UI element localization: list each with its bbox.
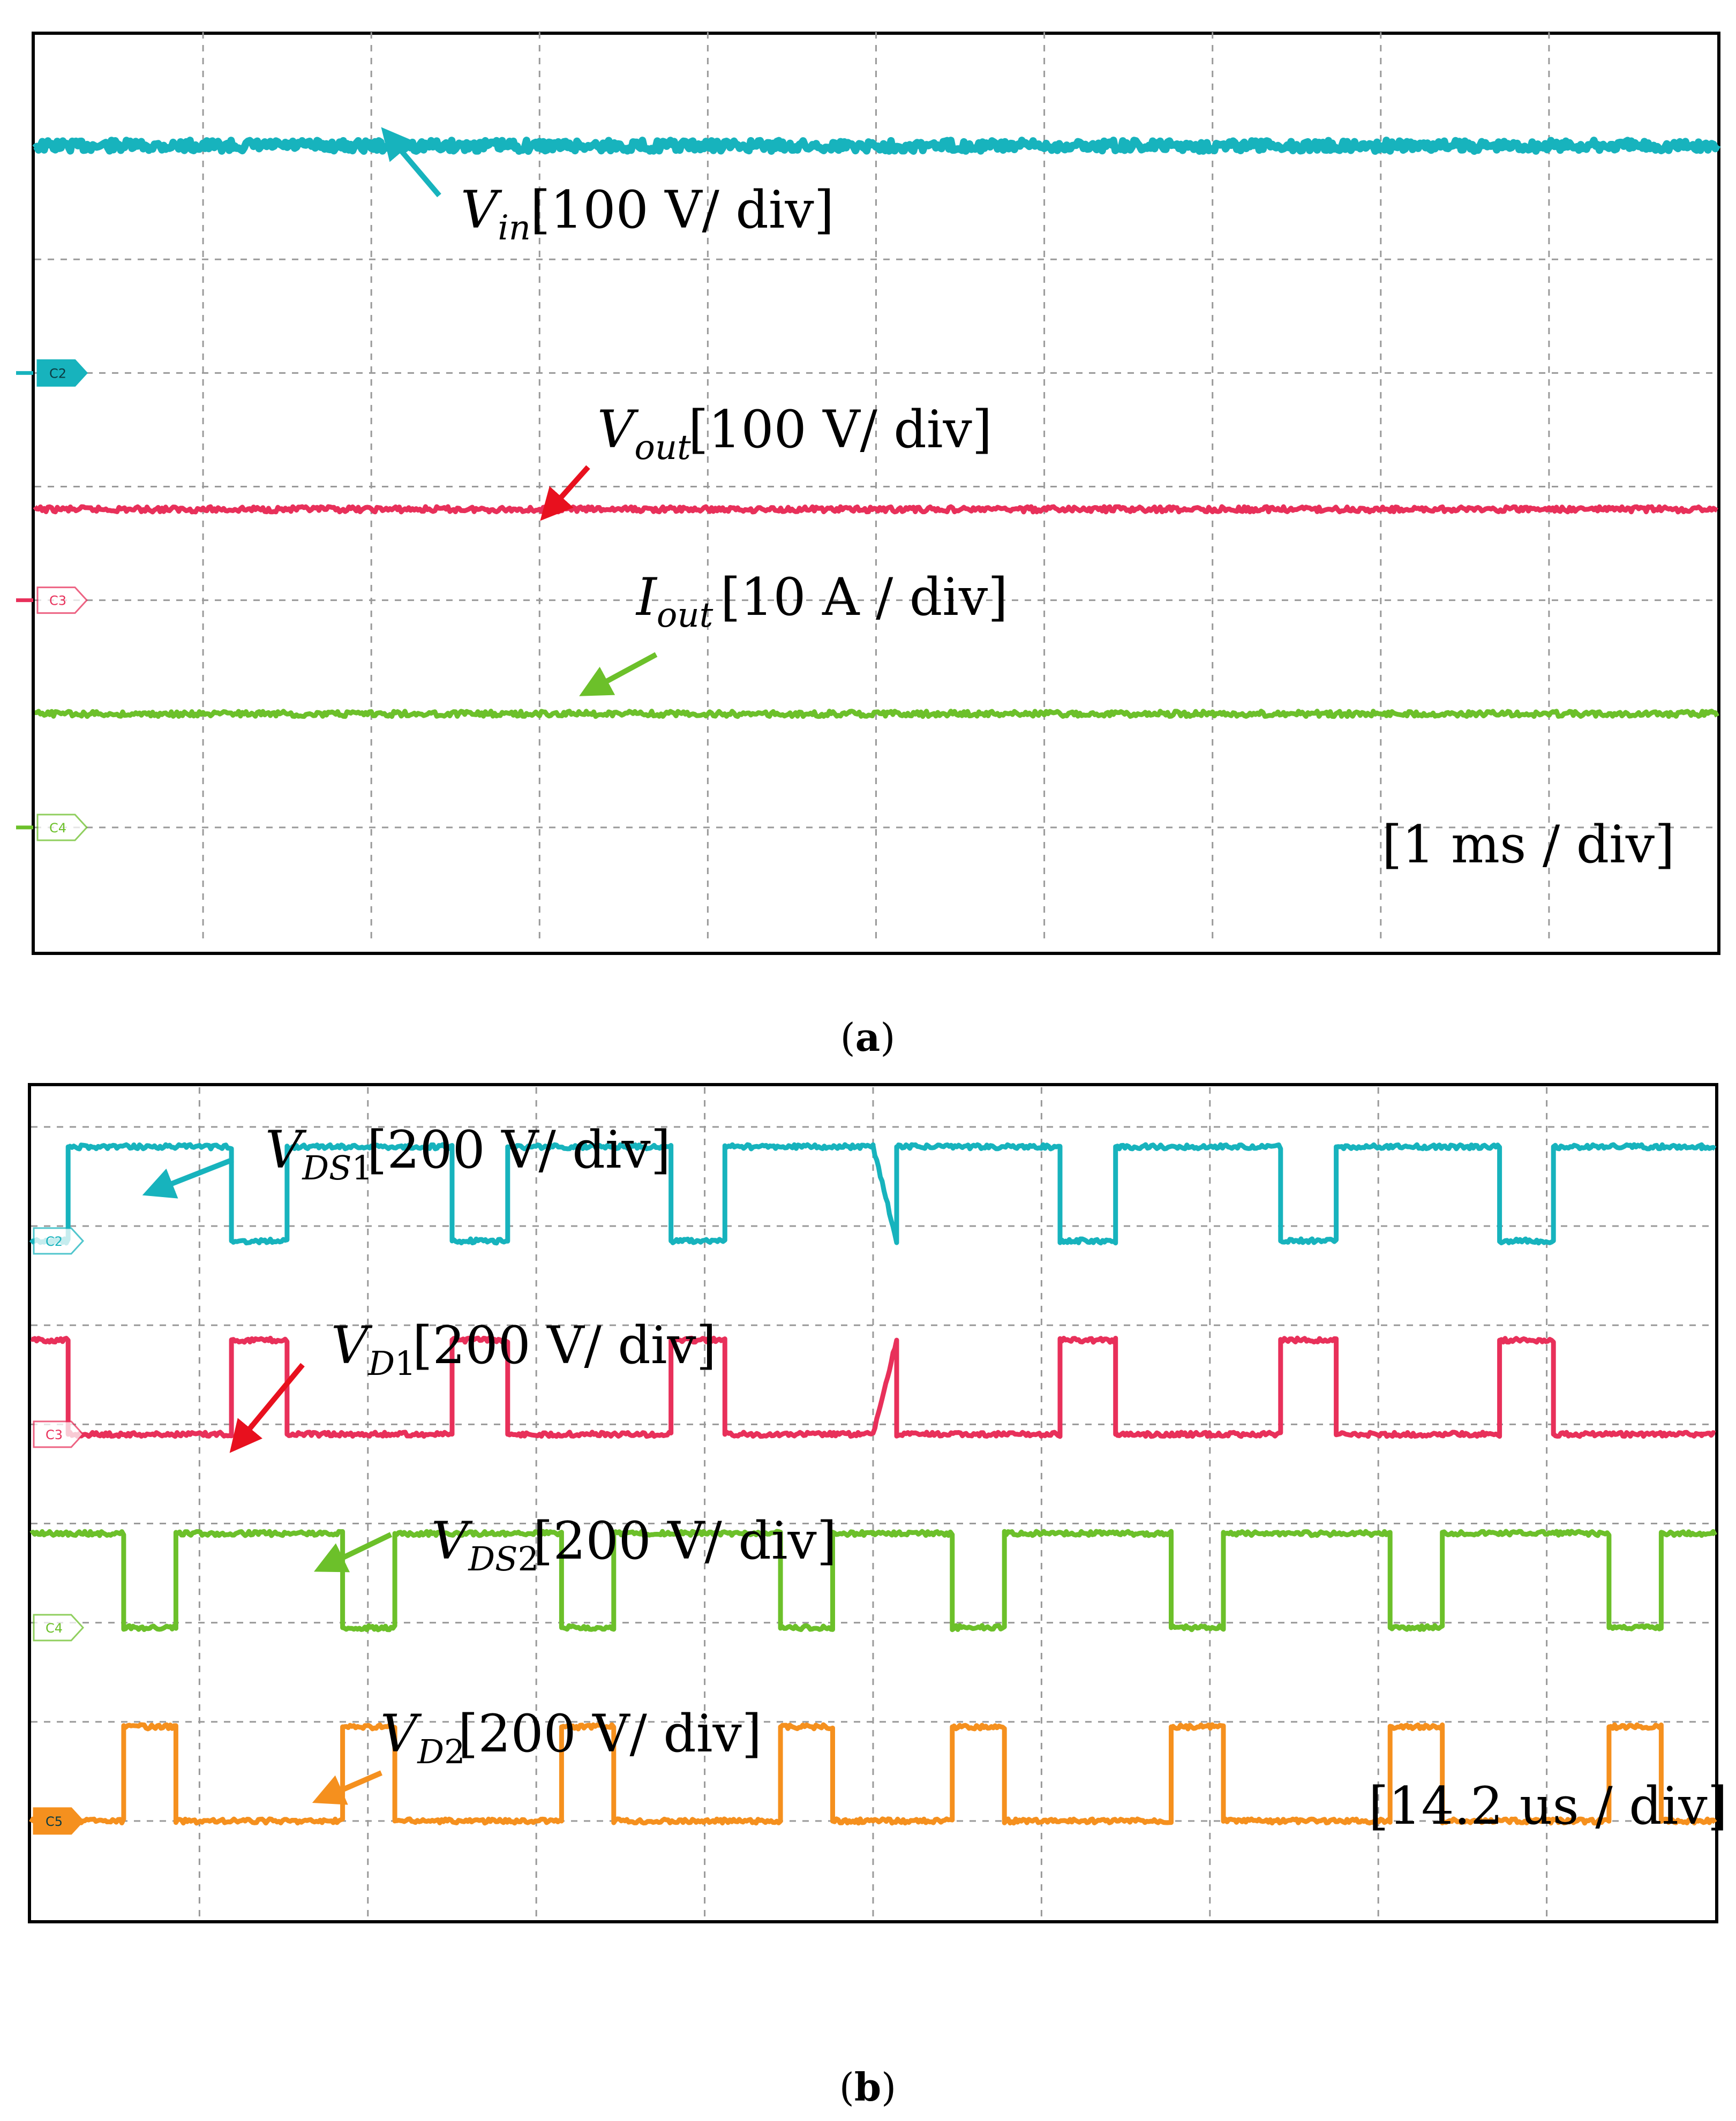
vout-arrow — [540, 465, 590, 521]
vin-marker-label: C2 — [49, 366, 66, 381]
vout-label-main: V — [597, 400, 639, 460]
vin-arrow — [381, 127, 441, 198]
vout-label: Vout [100 V/ div] — [597, 400, 992, 468]
vd2-label-scale: [200 V/ div] — [458, 1704, 762, 1764]
iout-label-main: I — [635, 567, 658, 627]
vd1-label-sub: D — [367, 1344, 395, 1383]
vd2-label-subsub: 2 — [444, 1732, 465, 1771]
panel-b-timebase: [14.2 us / div] — [1369, 1776, 1727, 1836]
vds1-trace — [29, 1142, 1717, 1246]
vd2-label-sub: D — [417, 1732, 444, 1771]
panel-a-channel-markers: C2 C3 C4 — [16, 359, 88, 841]
svg-text:VD1: VD1 — [331, 1315, 416, 1383]
vds2-trace — [29, 1529, 1717, 1633]
vd2-ground-marker — [33, 1807, 85, 1835]
svg-text:Vout: Vout — [597, 400, 691, 468]
vout-label-scale: [100 V/ div] — [688, 400, 992, 460]
vds1-label-main: V — [265, 1120, 307, 1180]
svg-text:VDS2: VDS2 — [431, 1511, 539, 1578]
vin-label: Vin [100 V/ div] — [461, 180, 834, 248]
panel-b-channel-markers: C2 C3 C4 C5 — [33, 1227, 85, 1835]
vds2-ground-marker — [33, 1614, 85, 1642]
svg-text:Iout: Iout — [635, 567, 713, 635]
vds1-arrow — [142, 1157, 234, 1199]
panel-b-traces — [29, 1142, 1717, 1826]
panel-a-caption: (a) — [840, 1014, 896, 1060]
vd2-label: VD2 [200 V/ div] — [380, 1704, 762, 1771]
vds2-label-subsub: 2 — [518, 1539, 539, 1578]
vd1-label-scale: [200 V/ div] — [412, 1315, 716, 1375]
iout-label-scale: [10 A / div] — [720, 567, 1008, 627]
vin-ground-marker — [36, 359, 88, 387]
vd1-label-subsub: 1 — [395, 1344, 416, 1383]
vin-label-main: V — [461, 180, 502, 240]
vds2-label-main: V — [431, 1511, 473, 1571]
vds1-label-scale: [200 V/ div] — [367, 1120, 671, 1180]
vds2-marker-label: C4 — [46, 1621, 63, 1636]
svg-text:VDS1: VDS1 — [265, 1120, 373, 1187]
panel-a-caption-letter: a — [855, 1014, 881, 1060]
iout-ground-marker — [36, 814, 88, 841]
iout-label: Iout [10 A / div] — [635, 567, 1008, 635]
vds1-label-sub: DS — [302, 1148, 351, 1187]
vds2-label: VDS2 [200 V/ div] — [431, 1511, 837, 1578]
iout-label-sub: out — [657, 596, 713, 635]
vds1-label: VDS1 [200 V/ div] — [265, 1120, 671, 1187]
vd2-trace — [29, 1722, 1717, 1826]
vds2-label-scale: [200 V/ div] — [533, 1511, 837, 1571]
panel-a-traces — [32, 137, 1721, 719]
vds1-marker-label: C2 — [46, 1234, 63, 1249]
vds2-arrow — [313, 1532, 393, 1573]
svg-text:Vin: Vin — [461, 180, 531, 248]
iout-arrow — [579, 652, 658, 696]
vds2-label-sub: DS — [468, 1539, 517, 1578]
vd1-ground-marker — [33, 1420, 85, 1448]
panel-a-timebase: [1 ms / div] — [1382, 815, 1675, 875]
vout-marker-label: C3 — [49, 593, 66, 608]
vd1-marker-label: C3 — [46, 1427, 63, 1442]
vds1-ground-marker — [33, 1227, 85, 1255]
svg-text:VD2: VD2 — [380, 1704, 465, 1771]
vd2-label-main: V — [380, 1704, 422, 1764]
vd1-label-main: V — [331, 1315, 373, 1375]
vd2-arrow — [312, 1770, 382, 1805]
panel-b-caption: (b) — [839, 2064, 897, 2110]
vd1-trace — [30, 1335, 1716, 1439]
vds1-label-subsub: 1 — [352, 1148, 373, 1187]
vout-label-sub: out — [634, 428, 691, 468]
panel-a: C2 C3 C4 Vin [100 V/ div] Vout [100 V/ div… — [16, 32, 1721, 1060]
iout-marker-label: C4 — [49, 821, 66, 836]
iout-trace — [34, 709, 1719, 719]
vin-label-sub: in — [498, 208, 531, 248]
vd1-label: VD1 [200 V/ div] — [331, 1315, 716, 1383]
vin-trace — [32, 137, 1721, 155]
panel-b-caption-letter: b — [854, 2064, 881, 2110]
vin-label-scale: [100 V/ div] — [530, 180, 834, 240]
vout-ground-marker — [36, 586, 88, 614]
vout-trace — [33, 504, 1718, 515]
vd1-arrow — [229, 1363, 305, 1453]
vd2-marker-label: C5 — [46, 1814, 63, 1829]
